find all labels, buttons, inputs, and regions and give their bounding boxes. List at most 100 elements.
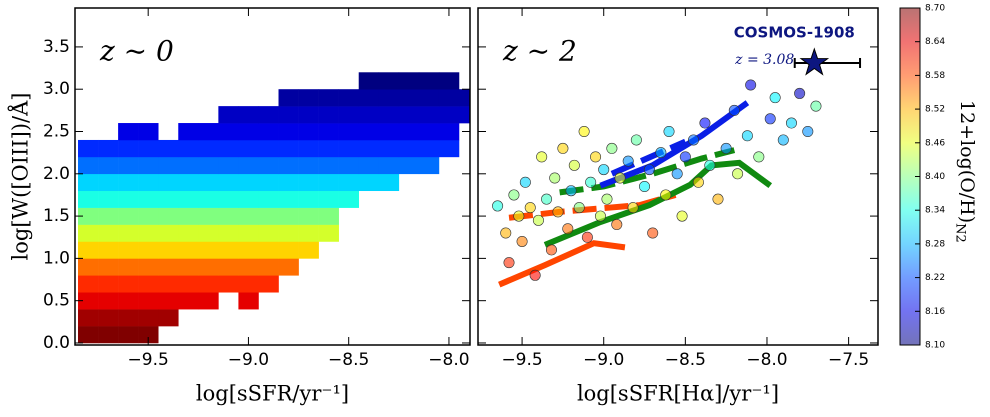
galaxy-point	[622, 155, 634, 167]
heat-cell	[98, 309, 119, 327]
galaxy-point	[732, 168, 744, 180]
galaxy-point	[764, 113, 776, 125]
heat-cell	[118, 156, 139, 175]
heat-cell	[418, 139, 440, 158]
frame	[477, 7, 879, 346]
heat-cell	[118, 190, 139, 208]
heat-cell	[338, 123, 360, 141]
galaxy-point	[810, 100, 822, 112]
galaxy-point	[503, 257, 515, 269]
heat-cell	[78, 139, 99, 158]
heat-cell	[258, 275, 279, 293]
heat-cell	[98, 326, 119, 344]
heat-cell	[438, 72, 460, 90]
galaxy-point	[692, 176, 704, 188]
heat-cell	[198, 258, 219, 276]
heat-cell	[278, 258, 299, 276]
heat-cell	[398, 72, 420, 90]
heat-cell	[298, 190, 319, 208]
heat-cell	[298, 106, 319, 124]
galaxy-point	[660, 189, 672, 201]
heat-cell	[218, 190, 239, 208]
heat-cell	[358, 156, 380, 175]
heat-cell	[338, 106, 360, 124]
heat-cell	[98, 190, 119, 208]
heat-cell	[238, 123, 259, 141]
galaxy-point	[643, 164, 655, 176]
heat-cell	[158, 292, 179, 310]
galaxy-point	[753, 151, 765, 163]
heat-cell	[118, 224, 139, 242]
heat-cell	[298, 173, 319, 192]
heat-cell	[98, 275, 119, 293]
colorbar-tick-label: 8.46	[925, 138, 945, 148]
heat-cell	[218, 224, 239, 242]
heat-cell	[198, 123, 219, 141]
heat-cell	[378, 72, 400, 90]
heat-cell	[318, 106, 339, 124]
frame	[74, 7, 471, 346]
heat-cell	[178, 123, 199, 141]
heat-cell	[358, 173, 380, 192]
y-tick-label: 1.0	[43, 248, 70, 268]
galaxy-point	[562, 223, 574, 235]
heat-cell	[178, 241, 199, 259]
y-tick-label: 1.5	[43, 206, 70, 226]
heat-cell	[118, 139, 139, 158]
heat-cell	[118, 173, 139, 192]
colorbar-tick-label: 8.10	[925, 341, 945, 351]
x-tick-label: −8.5	[328, 350, 369, 370]
x-axis-label: log[sSFR/yr⁻¹]	[196, 382, 349, 406]
heat-cell	[258, 123, 279, 141]
galaxy-point	[601, 193, 613, 205]
heat-cell	[318, 207, 339, 225]
heat-cell	[118, 275, 139, 293]
heat-cell	[438, 139, 460, 158]
heat-cell	[298, 207, 319, 225]
heat-cell	[138, 309, 159, 327]
galaxy-point	[627, 202, 639, 214]
galaxy-point	[777, 134, 789, 146]
heat-cell	[78, 156, 99, 175]
colorbar-tick-label: 8.34	[925, 206, 945, 216]
galaxy-point	[741, 130, 753, 142]
heat-cell	[118, 292, 139, 310]
heat-cell	[138, 173, 159, 192]
x-tick-label: −9.0	[583, 350, 624, 370]
galaxy-point	[679, 151, 691, 163]
heat-cell	[158, 207, 179, 225]
galaxy-point	[769, 92, 781, 104]
heat-cell	[378, 156, 400, 175]
heat-cell	[298, 224, 319, 242]
heat-cell	[198, 275, 219, 293]
heat-cell	[358, 89, 380, 107]
galaxy-point	[712, 193, 724, 205]
heat-cell	[458, 89, 470, 107]
y-tick-label: 3.5	[43, 37, 70, 57]
x-tick-label: −9.0	[228, 350, 269, 370]
heat-cell	[198, 292, 219, 310]
heat-cell	[78, 292, 99, 310]
heat-cell	[378, 173, 400, 192]
heat-cell	[218, 106, 239, 124]
heat-cell	[218, 258, 239, 276]
heat-cell	[78, 241, 99, 259]
heat-cell	[278, 241, 299, 259]
heat-cell	[98, 224, 119, 242]
heat-cell	[238, 292, 259, 310]
colorbar-tick-label: 8.58	[925, 71, 945, 81]
heat-cell	[158, 224, 179, 242]
heat-cell	[98, 241, 119, 259]
galaxy-point	[720, 142, 732, 154]
heat-cell	[138, 241, 159, 259]
heat-cell	[438, 106, 460, 124]
colorbar-tick-label: 8.16	[925, 307, 945, 317]
heat-cell	[118, 207, 139, 225]
heat-cell	[258, 106, 279, 124]
heat-cell	[418, 156, 440, 175]
heat-cell	[138, 292, 159, 310]
x-tick-label: −8.0	[746, 350, 787, 370]
heat-cell	[118, 309, 139, 327]
heat-cell	[378, 139, 400, 158]
